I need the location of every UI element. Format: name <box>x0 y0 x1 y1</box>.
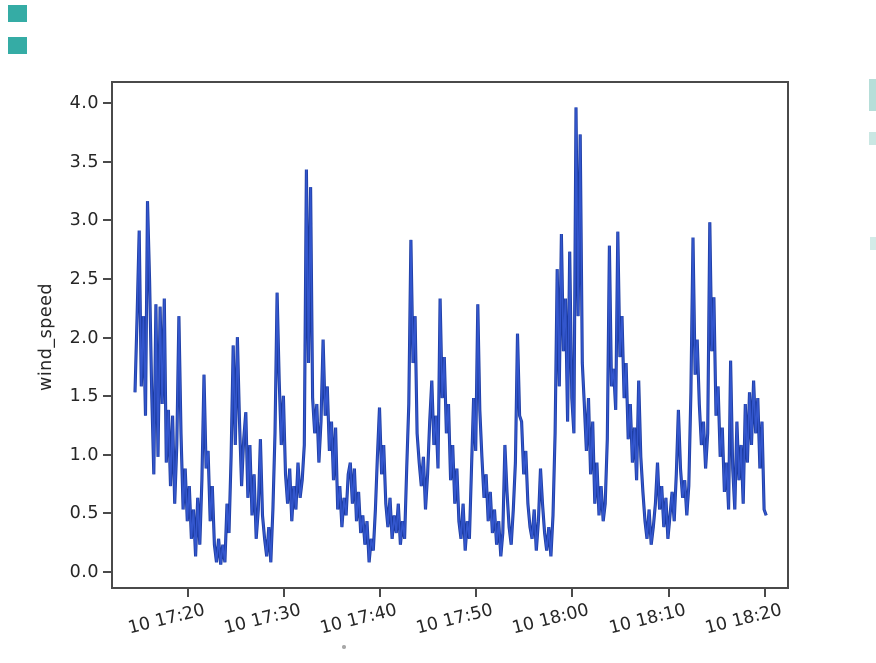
wind-speed-line-chart <box>133 107 768 565</box>
x-tick-mark <box>667 589 670 597</box>
x-tick-label: 10 17:30 <box>221 600 303 639</box>
scan-artifact-square <box>870 237 876 250</box>
x-tick-label: 10 18:00 <box>510 600 592 639</box>
y-tick-label: 4.0 <box>69 93 99 114</box>
x-tick-label: 10 17:20 <box>125 600 207 639</box>
x-tick-mark <box>186 589 189 597</box>
x-tick-mark <box>571 589 574 597</box>
x-tick-mark <box>282 589 285 597</box>
y-tick-label: 2.0 <box>69 327 99 348</box>
scan-artifact-square <box>8 37 27 54</box>
y-tick-label: 3.5 <box>69 151 99 172</box>
y-tick-mark <box>103 571 111 573</box>
scan-speck <box>342 645 346 649</box>
x-tick-label: 10 17:50 <box>414 600 495 639</box>
y-tick-mark <box>103 395 111 398</box>
x-tick-label: 10 18:20 <box>702 600 784 639</box>
y-tick-label: 1.0 <box>69 444 99 465</box>
data-line <box>134 107 767 565</box>
x-tick-label: 10 17:40 <box>317 600 399 639</box>
y-tick-mark <box>103 336 111 339</box>
x-tick-label: 10 18:10 <box>606 600 688 639</box>
scan-artifact-square <box>869 132 876 145</box>
scan-artifact-square <box>8 5 27 22</box>
x-tick-mark <box>763 589 766 597</box>
y-tick-mark <box>103 453 111 456</box>
y-tick-mark <box>103 102 111 105</box>
y-tick-mark <box>103 160 111 163</box>
y-tick-label: 0.0 <box>69 562 99 582</box>
y-tick-mark <box>103 512 111 515</box>
x-tick-mark <box>475 589 478 597</box>
scan-artifact-square <box>869 79 876 111</box>
y-tick-label: 1.5 <box>69 386 99 407</box>
y-tick-mark <box>103 277 111 280</box>
plot-area <box>111 81 789 589</box>
y-tick-label: 0.5 <box>69 503 99 524</box>
x-tick-mark <box>378 589 381 597</box>
y-tick-label: 2.5 <box>69 268 99 289</box>
y-tick-label: 3.0 <box>69 210 99 231</box>
y-tick-mark <box>103 219 111 222</box>
